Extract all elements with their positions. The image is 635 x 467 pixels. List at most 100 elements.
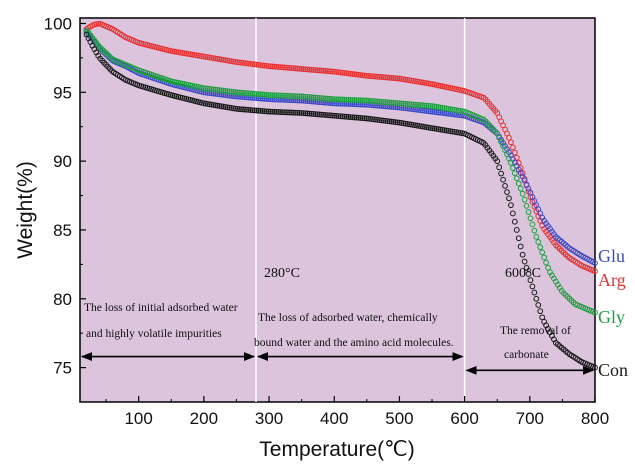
series-con [83, 31, 598, 371]
data-point [427, 108, 434, 115]
data-point [378, 98, 385, 105]
data-point [249, 90, 256, 97]
data-point [318, 111, 325, 118]
x-tick-label: 400 [320, 409, 348, 428]
data-point [273, 63, 280, 70]
data-point [506, 195, 512, 202]
x-tick-label: 300 [255, 409, 283, 428]
data-point [257, 91, 264, 98]
data-point [539, 249, 546, 256]
data-point [206, 86, 213, 92]
data-point [400, 100, 407, 107]
data-point [394, 100, 401, 107]
data-point [357, 72, 364, 78]
data-point [298, 110, 305, 116]
data-point [257, 107, 264, 114]
data-point [376, 74, 383, 80]
data-point [320, 67, 327, 74]
data-point [265, 63, 272, 69]
data-point [245, 90, 252, 97]
data-point [283, 92, 289, 99]
data-point [261, 91, 268, 98]
data-point [388, 75, 395, 81]
data-point [592, 268, 598, 275]
data-point [525, 271, 532, 277]
data-point [287, 109, 293, 116]
data-point [324, 95, 330, 102]
data-point [349, 71, 356, 77]
data-point [316, 95, 323, 101]
data-point [337, 113, 344, 120]
data-point [357, 115, 364, 121]
data-point [310, 67, 317, 73]
data-point [335, 69, 342, 76]
data-point [359, 97, 366, 104]
data-point [242, 60, 248, 67]
data-point [290, 65, 297, 72]
data-point [388, 118, 395, 125]
data-point [333, 113, 340, 119]
y-tick-label: 90 [53, 152, 72, 171]
data-point [519, 251, 526, 258]
data-point [263, 91, 270, 98]
data-point [238, 89, 244, 96]
data-point [330, 112, 336, 119]
data-point [95, 20, 102, 27]
data-point [341, 113, 348, 120]
data-point [243, 106, 250, 113]
y-tick-label: 95 [53, 83, 72, 102]
region1-line2: and highly volatile impurities [86, 328, 222, 340]
data-point [298, 93, 305, 100]
data-point [398, 100, 405, 107]
data-point [353, 97, 360, 104]
data-point [294, 65, 301, 72]
y-tick-label: 100 [44, 15, 72, 34]
data-point [375, 116, 381, 123]
data-point [247, 90, 254, 97]
data-point [339, 96, 346, 103]
data-point [279, 109, 285, 116]
data-point [304, 94, 311, 100]
data-point [328, 112, 334, 119]
data-point [392, 100, 399, 106]
data-point [259, 108, 266, 114]
data-point [508, 202, 514, 209]
data-point [245, 106, 252, 113]
data-point [331, 112, 338, 119]
data-point [535, 239, 542, 245]
data-point [412, 101, 418, 108]
data-point [322, 112, 329, 118]
data-point [390, 75, 397, 81]
x-axis-title: Temperature(℃) [259, 438, 414, 461]
data-point [283, 64, 289, 71]
data-point [279, 92, 285, 99]
data-point [527, 277, 534, 284]
data-point [271, 63, 278, 70]
data-point [343, 113, 350, 120]
data-point [218, 87, 225, 94]
data-point [208, 86, 215, 93]
data-point [369, 116, 375, 123]
data-point [331, 68, 338, 75]
data-point [316, 67, 323, 74]
data-point [339, 113, 346, 120]
data-point [271, 108, 278, 115]
data-point [529, 283, 536, 290]
data-point [421, 102, 428, 109]
data-point [515, 235, 522, 242]
data-point [288, 109, 295, 116]
data-point [339, 69, 346, 76]
y-tick-label: 85 [53, 221, 72, 240]
data-point [509, 210, 516, 217]
data-point [592, 260, 598, 266]
data-point [243, 90, 250, 97]
data-point [376, 98, 383, 105]
data-point [498, 170, 505, 177]
data-point [347, 114, 354, 120]
data-point [290, 109, 297, 116]
data-point [351, 71, 358, 78]
data-point [318, 67, 325, 74]
data-point [285, 64, 291, 71]
data-point [331, 96, 338, 103]
data-point [306, 66, 313, 73]
